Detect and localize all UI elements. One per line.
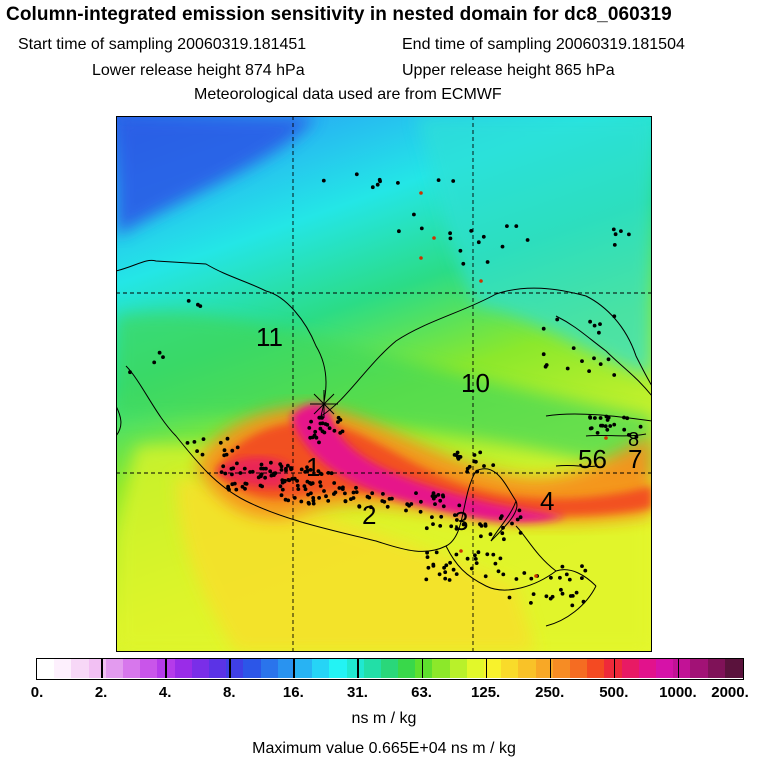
colorbar-segment bbox=[432, 659, 451, 678]
colorbar-segment bbox=[398, 659, 416, 678]
colorbar-tick-label: 125. bbox=[471, 684, 501, 701]
colorbar-tick-label: 250. bbox=[535, 684, 565, 701]
colorbar-segment bbox=[587, 659, 606, 678]
colorbar-segment bbox=[518, 659, 537, 678]
high-sensitivity-plume bbox=[291, 403, 566, 523]
particle-cluster-points-highlight bbox=[419, 191, 608, 578]
cluster-label-2: 2 bbox=[362, 500, 376, 530]
cluster-label-7: 7 bbox=[628, 444, 642, 474]
colorbar-segment bbox=[37, 659, 55, 678]
colorbar-tick-label: 8. bbox=[223, 684, 236, 701]
colorbar-tick-label: 2000. bbox=[711, 684, 749, 701]
colorbar-divider bbox=[549, 659, 552, 678]
colorbar-segment bbox=[707, 659, 726, 678]
particle-cluster-points bbox=[128, 172, 643, 608]
colorbar-segment bbox=[54, 659, 72, 678]
colorbar-segment bbox=[484, 659, 502, 678]
coastlines bbox=[116, 259, 652, 627]
colorbar-segment bbox=[243, 659, 262, 678]
colorbar-segment bbox=[122, 659, 141, 678]
colorbar-segment bbox=[277, 659, 296, 678]
colorbar-segment bbox=[724, 659, 743, 678]
colorbar-segment bbox=[552, 659, 571, 678]
upper-release-label: Upper release height 865 hPa bbox=[402, 62, 615, 79]
colorbar-segment bbox=[570, 659, 588, 678]
colorbar-tick-labels: 0. 2. 4. 8. 16. 31. 63. 125. 250. 500. 1000. 2000. bbox=[0, 684, 768, 704]
colorbar-tick-label: 500. bbox=[599, 684, 629, 701]
end-time-label: End time of sampling 20060319.181504 bbox=[402, 36, 685, 53]
met-data-label: Meteorological data used are from ECMWF bbox=[194, 86, 502, 103]
cluster-label-10: 10 bbox=[461, 368, 490, 398]
cluster-label-3: 3 bbox=[454, 506, 468, 536]
grid-lines bbox=[116, 116, 652, 652]
colorbar-segment bbox=[140, 659, 158, 678]
colorbar-tick-label: 1000. bbox=[659, 684, 697, 701]
emission-sensitivity-map: 11 10 1 2 3 4 56 7 8 bbox=[116, 116, 652, 652]
colorbar-segment bbox=[604, 659, 623, 678]
colorbar-segment bbox=[294, 659, 313, 678]
colorbar-segment bbox=[380, 659, 399, 678]
colorbar-divider bbox=[421, 659, 424, 678]
colorbar-segment bbox=[673, 659, 691, 678]
maximum-value-label: Maximum value 0.665E+04 ns m / kg bbox=[252, 740, 516, 757]
colorbar-segment bbox=[415, 659, 434, 678]
colorbar-segment bbox=[656, 659, 674, 678]
colorbar-unit-label: ns m / kg bbox=[351, 710, 417, 727]
map-frame bbox=[116, 116, 652, 652]
cluster-label-11: 11 bbox=[256, 322, 283, 352]
colorbar-tick-label: 63. bbox=[411, 684, 432, 701]
colorbar-segment bbox=[191, 659, 210, 678]
colorbar-segment bbox=[88, 659, 107, 678]
colorbar-segment bbox=[346, 659, 365, 678]
colorbar-segment bbox=[312, 659, 330, 678]
colorbar-divider bbox=[101, 659, 103, 678]
colorbar-tick-label: 31. bbox=[347, 684, 368, 701]
lower-release-label: Lower release height 874 hPa bbox=[92, 62, 305, 79]
colorbar-segment bbox=[260, 659, 279, 678]
colorbar-divider bbox=[677, 659, 680, 678]
colorbar-segment bbox=[535, 659, 554, 678]
colorbar-segment bbox=[71, 659, 90, 678]
colorbar-divider bbox=[229, 659, 231, 678]
colorbar-divider bbox=[485, 659, 488, 678]
colorbar-segment bbox=[638, 659, 657, 678]
colorbar-segment bbox=[363, 659, 382, 678]
colorbar-segment bbox=[208, 659, 227, 678]
colorbar-segment bbox=[690, 659, 709, 678]
colorbar-tick-label: 16. bbox=[282, 684, 304, 701]
colorbar-tick-label: 4. bbox=[158, 684, 172, 701]
colorbar-tick-label: 0. bbox=[30, 684, 44, 701]
colorbar-divider bbox=[293, 659, 295, 678]
colorbar-divider bbox=[613, 659, 616, 678]
colorbar bbox=[36, 658, 744, 680]
colorbar-tick-label: 2. bbox=[94, 684, 108, 701]
colorbar-divider bbox=[357, 659, 359, 678]
colorbar-segment bbox=[466, 659, 485, 678]
colorbar-segment bbox=[501, 659, 520, 678]
cluster-label-1: 1 bbox=[306, 452, 320, 482]
colorbar-divider bbox=[165, 659, 167, 678]
colorbar-segment bbox=[329, 659, 348, 678]
cluster-label-8: 8 bbox=[628, 429, 639, 451]
colorbar-segment bbox=[621, 659, 640, 678]
cluster-label-56: 56 bbox=[578, 444, 607, 474]
colorbar-segment bbox=[105, 659, 124, 678]
release-point-marker bbox=[310, 390, 338, 418]
start-time-label: Start time of sampling 20060319.181451 bbox=[18, 36, 307, 53]
colorbar-segment bbox=[449, 659, 468, 678]
cluster-label-4: 4 bbox=[540, 486, 554, 516]
plot-title: Column-integrated emission sensitivity i… bbox=[6, 4, 672, 25]
colorbar-segment bbox=[174, 659, 193, 678]
